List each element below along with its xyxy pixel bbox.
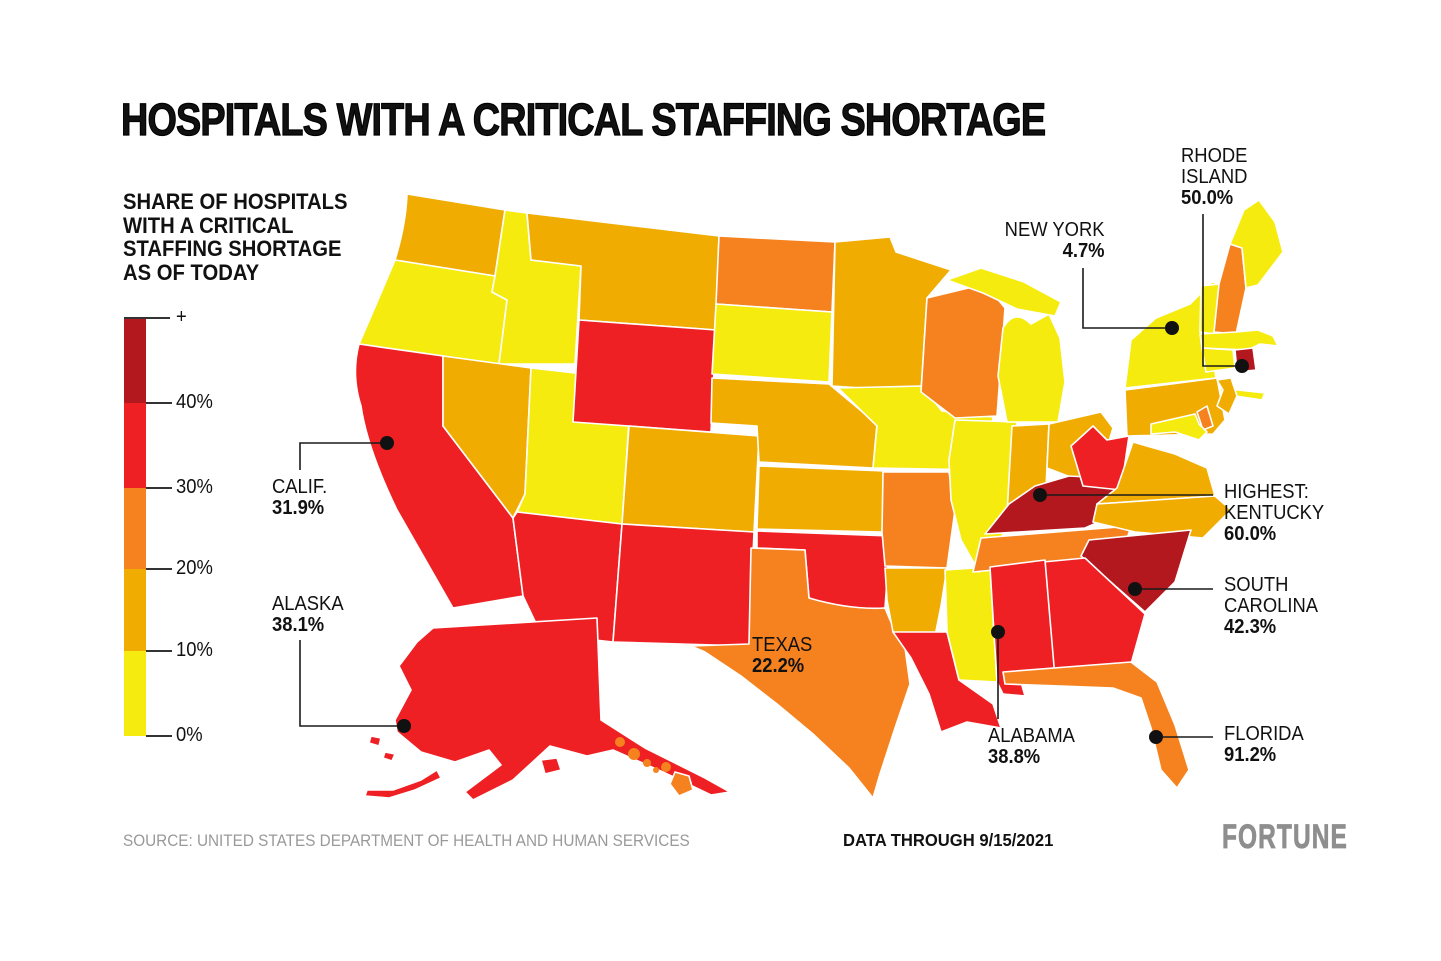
state-MD — [1150, 413, 1208, 441]
callout-alaska: ALASKA 38.1% — [272, 594, 344, 636]
data-through-note: DATA THROUGH 9/15/2021 — [843, 830, 1054, 850]
callout-texas: TEXAS 22.2% — [752, 635, 812, 677]
callout-california: CALIF. 31.9% — [272, 477, 327, 519]
callout-value: 60.0% — [1224, 523, 1277, 545]
callout-alabama: ALABAMA 38.8% — [988, 726, 1075, 768]
legend-segment-0-10 — [124, 651, 146, 736]
legend-tick-label: 0% — [176, 724, 203, 746]
legend-tick-label: 20% — [176, 557, 213, 579]
callout-value: 50.0% — [1181, 187, 1234, 209]
chart-subtitle: SHARE OF HOSPITALS WITH A CRITICAL STAFF… — [123, 190, 348, 284]
subtitle-line: WITH A CRITICAL — [123, 212, 294, 238]
legend-tick-line — [146, 402, 172, 404]
callout-name: ALABAMA — [988, 725, 1075, 747]
state-MO — [881, 471, 956, 569]
callout-name: ISLAND — [1181, 166, 1248, 188]
callout-name: FLORIDA — [1224, 723, 1304, 745]
state-AK-kodiak — [540, 757, 562, 775]
callout-name: HIGHEST: — [1224, 481, 1309, 503]
state-HI-maui — [661, 762, 671, 772]
callout-value: 42.3% — [1224, 616, 1277, 638]
callout-value: 31.9% — [272, 497, 325, 519]
callout-value: 91.2% — [1224, 744, 1277, 766]
state-AR — [884, 567, 948, 637]
state-ME — [1229, 199, 1284, 289]
state-RI — [1234, 347, 1257, 373]
callout-south-carolina: SOUTH CAROLINA 42.3% — [1224, 575, 1318, 638]
state-AK-island — [368, 735, 382, 747]
us-choropleth-map — [354, 193, 1284, 801]
callout-kentucky: HIGHEST: KENTUCKY 60.0% — [1224, 482, 1324, 545]
legend-segment-10-20 — [124, 569, 146, 651]
callout-name: KENTUCKY — [1224, 502, 1325, 524]
state-MA — [1199, 329, 1279, 351]
legend-tick-label: 30% — [176, 476, 213, 498]
callout-name: SOUTH — [1224, 574, 1289, 596]
fortune-logo: FORTUNE — [1222, 818, 1348, 857]
state-SC — [1080, 529, 1192, 613]
legend-tick-line — [146, 735, 172, 737]
callout-rhode-island: RHODE ISLAND 50.0% — [1181, 146, 1247, 209]
state-ND — [715, 235, 836, 313]
state-NJ — [1216, 377, 1238, 415]
callout-name: CALIF. — [272, 476, 328, 498]
state-KS — [756, 465, 886, 533]
state-HI-molokai — [643, 759, 651, 767]
state-CO — [621, 425, 760, 533]
state-WY — [572, 319, 717, 433]
callout-new-york: NEW YORK 4.7% — [1005, 220, 1105, 262]
legend-tick-line — [146, 568, 172, 570]
state-WI — [920, 283, 1006, 419]
state-HI-kauai — [615, 737, 625, 747]
subtitle-line: SHARE OF HOSPITALS — [123, 189, 348, 214]
subtitle-line: STAFFING SHORTAGE — [123, 236, 342, 261]
callout-florida: FLORIDA 91.2% — [1224, 724, 1304, 766]
state-FL — [1002, 661, 1190, 789]
state-AK-aleutians — [364, 769, 442, 799]
state-HI-big-island — [669, 771, 694, 797]
source-credit: SOURCE: UNITED STATES DEPARTMENT OF HEAL… — [123, 831, 690, 850]
subtitle-line: AS OF TODAY — [123, 259, 260, 285]
state-SD — [711, 303, 833, 383]
legend-segment-20-30 — [124, 488, 146, 569]
state-MI-upper-peninsula — [946, 267, 1062, 317]
callout-name: TEXAS — [752, 634, 813, 656]
state-HI-lanai — [653, 767, 659, 773]
state-NE — [710, 377, 878, 469]
legend-tick-label: 40% — [176, 391, 213, 413]
state-TX — [690, 547, 911, 799]
state-NH — [1213, 243, 1247, 335]
state-NM — [612, 523, 755, 647]
callout-name: CAROLINA — [1224, 595, 1319, 617]
color-scale-legend: + 40% 30% 20% 10% 0% — [124, 306, 213, 746]
legend-tick-label: 10% — [176, 639, 213, 661]
state-NC — [1092, 495, 1232, 539]
callout-value: 38.8% — [988, 746, 1041, 768]
legend-tick-line — [124, 317, 170, 319]
callout-value: 38.1% — [272, 614, 325, 636]
legend-tick-label: + — [176, 306, 187, 328]
state-CA — [354, 343, 524, 609]
state-DE — [1196, 405, 1214, 431]
state-HI-oahu — [628, 748, 640, 760]
page-title: HOSPITALS WITH A CRITICAL STAFFING SHORT… — [120, 93, 1046, 145]
callout-name: RHODE — [1181, 145, 1248, 167]
state-CT — [1201, 347, 1236, 373]
legend-tick-line — [146, 487, 172, 489]
callout-value: 4.7% — [1063, 240, 1105, 262]
state-AK-island — [382, 751, 396, 762]
callout-name: ALASKA — [272, 593, 344, 615]
legend-segment-40plus — [124, 318, 146, 403]
legend-segment-30-40 — [124, 403, 146, 488]
callout-value: 22.2% — [752, 655, 805, 677]
legend-tick-line — [146, 650, 172, 652]
callout-name: NEW YORK — [1005, 219, 1105, 241]
state-MI — [997, 313, 1066, 423]
